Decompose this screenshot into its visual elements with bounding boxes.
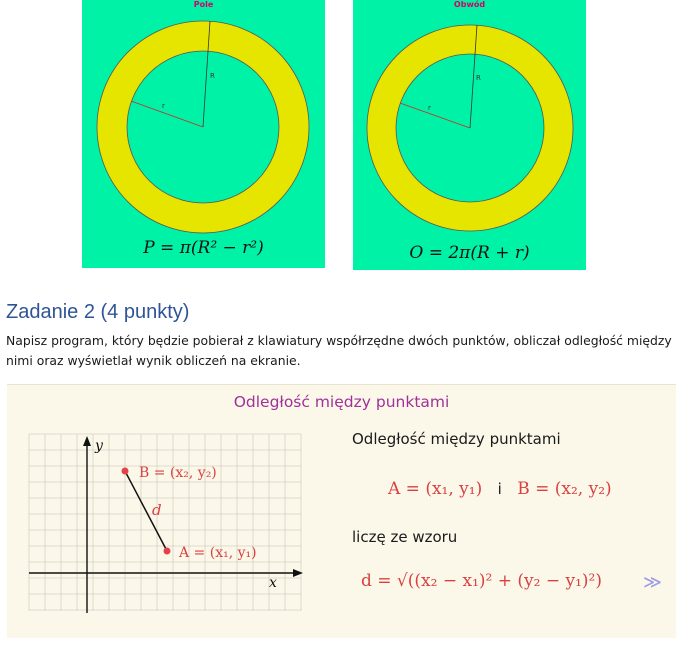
label-point-A: A = (x₁, y₁) (178, 545, 257, 561)
point-B (121, 467, 129, 475)
area-formula: P = π(R² − r²) (143, 238, 264, 258)
radius-r-line (130, 100, 204, 128)
task-heading: Zadanie 2 (4 punkty) (6, 301, 190, 323)
y-axis-label: y (94, 438, 104, 454)
grid (28, 433, 302, 611)
perimeter-formula: O = 2π(R + r) (409, 243, 530, 263)
perimeter-figure-title: Obwód (453, 0, 486, 9)
distance-formula: d = √((x₂ − x₁)² + (y₂ − y₁)²) (361, 571, 602, 591)
annulus-perimeter-drawing: R r (366, 24, 574, 232)
label-R: R (476, 74, 481, 82)
label-r: r (162, 102, 165, 110)
radius-r-line (399, 102, 471, 129)
coordinate-plot: x y d B = (x₂, y₂) A = (x₁, y₁) (28, 433, 303, 613)
y-axis-arrow (83, 436, 91, 446)
label-R: R (210, 72, 215, 80)
distance-slide: Odległość między punktami x y d (7, 384, 676, 638)
x-axis-label: x (269, 575, 277, 591)
label-r: r (428, 104, 431, 112)
area-figure-title: Pole (193, 0, 214, 9)
point-b-def: B = (x₂, y₂) (517, 479, 612, 499)
point-a-def: A = (x₁, y₁) (388, 479, 483, 499)
next-slide-icon[interactable]: ≫ (643, 572, 662, 593)
task-description: Napisz program, który będzie pobierał z … (6, 333, 672, 368)
point-A (163, 547, 171, 555)
annulus-perimeter-figure: Obwód R r O = 2π(R + r) (353, 0, 586, 270)
label-d: d (152, 501, 162, 519)
radius-R-line (202, 20, 211, 128)
connector-i: i (497, 480, 502, 498)
annulus-area-drawing: R r (96, 20, 310, 234)
radius-R-line (469, 24, 478, 129)
label-point-B: B = (x₂, y₂) (139, 465, 217, 481)
formula-intro: liczę ze wzoru (352, 528, 458, 546)
annulus-area-figure: Pole R r P = π(R² − r²) (82, 0, 325, 268)
slide-intro: Odległość między punktami (352, 430, 561, 448)
x-axis-arrow (293, 569, 303, 577)
segment-AB (124, 470, 168, 552)
points-definition: A = (x₁, y₁) i B = (x₂, y₂) (388, 479, 612, 499)
slide-title: Odległość między punktami (233, 393, 450, 411)
